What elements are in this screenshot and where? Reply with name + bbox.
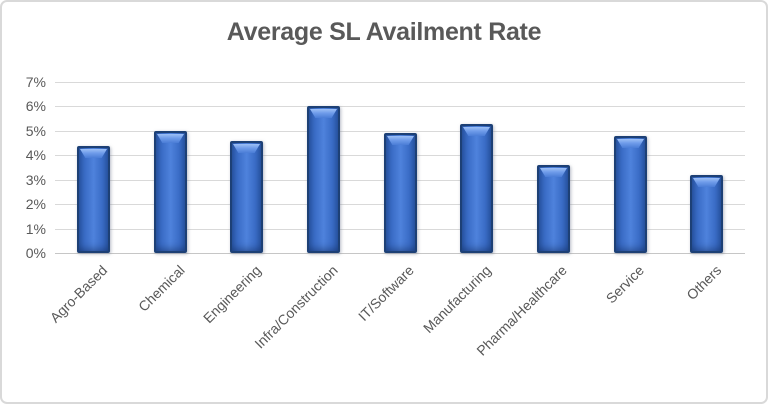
y-axis-tick-label: 7% [25,74,46,90]
bar-chemical [154,131,187,253]
y-axis-tick-label: 1% [25,221,46,237]
bar-it-software [384,133,417,253]
bar-bevel-highlight [233,144,260,153]
bar-bevel-highlight [463,127,490,136]
bar-bevel-highlight [617,139,644,148]
x-axis-baseline [55,253,745,254]
plot-area [55,82,745,254]
y-axis-tick-label: 0% [25,245,46,261]
y-axis-tick-label: 6% [25,98,46,114]
y-axis-tick-label: 3% [25,172,46,188]
bar-bevel-highlight [310,109,337,118]
gridline [55,106,745,107]
bar-bevel-highlight [540,168,567,177]
bar-agro-based [77,146,110,253]
bar-bevel-highlight [157,134,184,143]
y-axis-tick-label: 4% [25,147,46,163]
x-axis-label-anchor: Others [463,262,724,303]
bar-pharma-healthcare [537,165,570,253]
bar-service [614,136,647,253]
gridline [55,131,745,132]
bar-bevel-highlight [387,136,414,145]
bar-bevel-highlight [693,178,720,187]
bar-manufacturing [460,124,493,253]
x-axis-category-label: Others [683,262,725,304]
bar-infra-construction [307,106,340,253]
y-axis-tick-label: 2% [25,196,46,212]
bar-others [690,175,723,253]
y-axis-tick-label: 5% [25,123,46,139]
bar-bevel-highlight [80,149,107,158]
chart-title: Average SL Availment Rate [226,18,542,46]
bar-engineering [230,141,263,253]
gridline [55,82,745,83]
